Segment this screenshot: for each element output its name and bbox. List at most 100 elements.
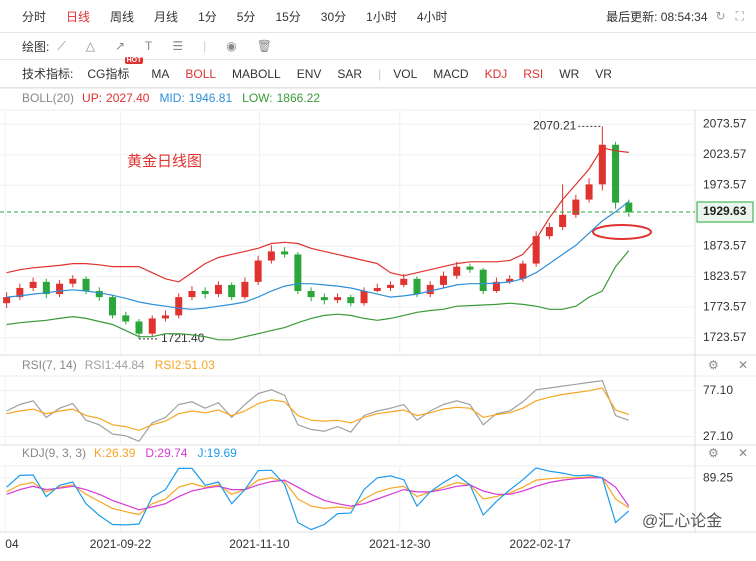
candle-body bbox=[42, 281, 50, 295]
draw-tool[interactable]: ☰ bbox=[172, 39, 184, 53]
indicator-tab[interactable]: RSI bbox=[523, 66, 544, 81]
indicator-bar: 技术指标: CG指标 HOT MA BOLL MABOLL ENV SAR | VOL MACD KD… bbox=[0, 57, 756, 88]
candle-body bbox=[545, 227, 553, 237]
candle-body bbox=[466, 266, 474, 270]
candle-body bbox=[413, 278, 421, 295]
indicator-tab[interactable]: ENV bbox=[296, 66, 322, 81]
indicator-tab[interactable]: WR bbox=[559, 66, 580, 81]
close-button: ✕ bbox=[738, 446, 748, 460]
candle-body bbox=[506, 278, 514, 282]
period-tab[interactable]: 4小时 bbox=[416, 9, 448, 24]
candle-body bbox=[214, 284, 222, 295]
legend-name: K: bbox=[94, 446, 105, 460]
series-line bbox=[6, 201, 630, 310]
candle-body bbox=[307, 291, 315, 298]
period-tab[interactable]: 30分 bbox=[320, 9, 347, 24]
indicator-tab[interactable]: VR bbox=[595, 66, 612, 81]
y-tick-label: 2023.57 bbox=[703, 147, 747, 161]
period-tab[interactable]: 5分 bbox=[236, 9, 256, 24]
series-line bbox=[6, 476, 630, 516]
period-tab[interactable]: 15分 bbox=[275, 9, 301, 24]
indicator-tab[interactable]: MA bbox=[151, 66, 170, 81]
candle-body bbox=[82, 278, 90, 292]
candle-body bbox=[122, 315, 130, 322]
draw-tool[interactable]: ⟋ bbox=[57, 38, 66, 53]
period-tab[interactable]: 日线 bbox=[66, 9, 91, 24]
candle-body bbox=[387, 284, 395, 288]
x-tick-label: 2021-11-10 bbox=[229, 537, 290, 551]
indicator-tab[interactable]: CG指标 HOT bbox=[87, 57, 144, 81]
indicator-name: KDJ(9, 3, 3) bbox=[22, 446, 86, 460]
candle-body bbox=[16, 287, 24, 298]
indicator-name: BOLL(20) bbox=[22, 91, 74, 105]
legend-name: UP: bbox=[82, 91, 102, 105]
x-tick-label: 2021-12-30 bbox=[369, 537, 431, 551]
candle-body bbox=[56, 283, 64, 295]
y-tick-label: 2073.57 bbox=[703, 116, 747, 130]
candle-body bbox=[29, 281, 37, 288]
y-tick-label: 1773.57 bbox=[703, 299, 747, 313]
period-tab[interactable]: 1小时 bbox=[366, 9, 397, 24]
legend-value: 26.39 bbox=[105, 446, 135, 460]
legend-name: RSI1: bbox=[85, 358, 115, 372]
draw-tool[interactable]: △ bbox=[85, 39, 95, 53]
watermark: @汇心论金 bbox=[642, 512, 722, 530]
update-time: 最后更新: 08:54:34 bbox=[606, 9, 708, 24]
candle-body bbox=[254, 260, 262, 282]
draw-tool[interactable]: T bbox=[145, 39, 153, 53]
period-tab[interactable]: 周线 bbox=[110, 9, 135, 24]
candle-body bbox=[453, 266, 461, 276]
x-tick-label: 2022-02-17 bbox=[509, 537, 571, 551]
candle-body bbox=[585, 184, 593, 200]
indicator-name: RSI(7, 14) bbox=[22, 358, 77, 372]
y-tick-label: 77.10 bbox=[703, 383, 733, 397]
candle-body bbox=[598, 144, 606, 185]
y-tick-label: 1973.57 bbox=[703, 177, 747, 191]
candle-body bbox=[320, 297, 328, 301]
indicator-tab[interactable]: SAR bbox=[337, 66, 363, 81]
legend-name: J: bbox=[197, 446, 206, 460]
indicator-tab[interactable]: MABOLL bbox=[232, 66, 281, 81]
candle-body bbox=[161, 315, 169, 319]
candle-body bbox=[334, 297, 342, 301]
indicator-tab[interactable]: MACD bbox=[433, 66, 469, 81]
candle-body bbox=[400, 278, 408, 285]
draw-tool[interactable]: ↗ bbox=[114, 39, 126, 53]
indicator-label: 技术指标: bbox=[22, 67, 74, 81]
panel-header-bg bbox=[0, 445, 756, 466]
legend-name: RSI2: bbox=[155, 358, 185, 372]
separator: | bbox=[378, 66, 382, 81]
candle-body bbox=[559, 214, 567, 228]
draw-tool[interactable]: 🗑 bbox=[256, 39, 272, 53]
candle-body bbox=[519, 263, 527, 279]
refresh-button[interactable]: ↻ bbox=[715, 9, 726, 23]
candle-body bbox=[188, 291, 196, 298]
series-line bbox=[6, 387, 629, 431]
candle-body bbox=[347, 297, 355, 304]
legend-value: 29.74 bbox=[157, 446, 187, 460]
y-tick-label: 89.25 bbox=[703, 470, 733, 484]
draw-tool[interactable]: ◉ bbox=[226, 39, 237, 53]
indicator-tab[interactable]: VOL bbox=[393, 66, 418, 81]
y-tick-label: 27.10 bbox=[703, 429, 733, 443]
candle-body bbox=[95, 291, 103, 298]
legend-value: 1866.22 bbox=[277, 91, 321, 105]
candle-body bbox=[426, 284, 434, 295]
candle-body bbox=[479, 269, 487, 292]
period-tab[interactable]: 月线 bbox=[154, 9, 179, 24]
x-tick-label: 04 bbox=[5, 537, 19, 551]
indicator-tab[interactable]: KDJ bbox=[484, 66, 508, 81]
series-line bbox=[6, 250, 630, 341]
period-tab[interactable]: 分时 bbox=[22, 9, 47, 24]
series-line bbox=[6, 379, 630, 443]
candle-body bbox=[109, 297, 117, 316]
y-tick-label: 1873.57 bbox=[703, 238, 747, 252]
period-tab[interactable]: 1分 bbox=[198, 9, 217, 24]
candle-body bbox=[241, 281, 249, 298]
legend-value: 19.69 bbox=[207, 446, 237, 460]
series-line bbox=[6, 467, 630, 531]
candle-body bbox=[3, 297, 11, 304]
fullscreen-button[interactable]: ⛶ bbox=[735, 8, 744, 23]
candle-body bbox=[175, 297, 183, 316]
indicator-tab[interactable]: BOLL bbox=[185, 66, 217, 81]
